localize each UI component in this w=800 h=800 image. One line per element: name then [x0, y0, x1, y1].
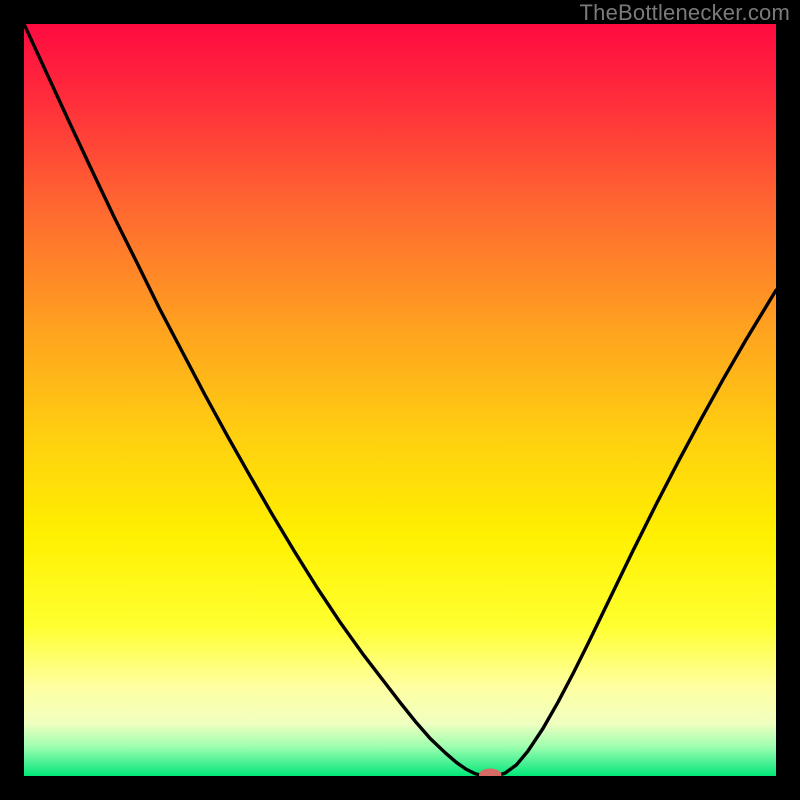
plot-area [24, 24, 776, 776]
curve-layer [24, 24, 776, 776]
bottleneck-curve [24, 24, 776, 776]
watermark-text: TheBottlenecker.com [580, 0, 790, 26]
minimum-marker [479, 768, 502, 776]
